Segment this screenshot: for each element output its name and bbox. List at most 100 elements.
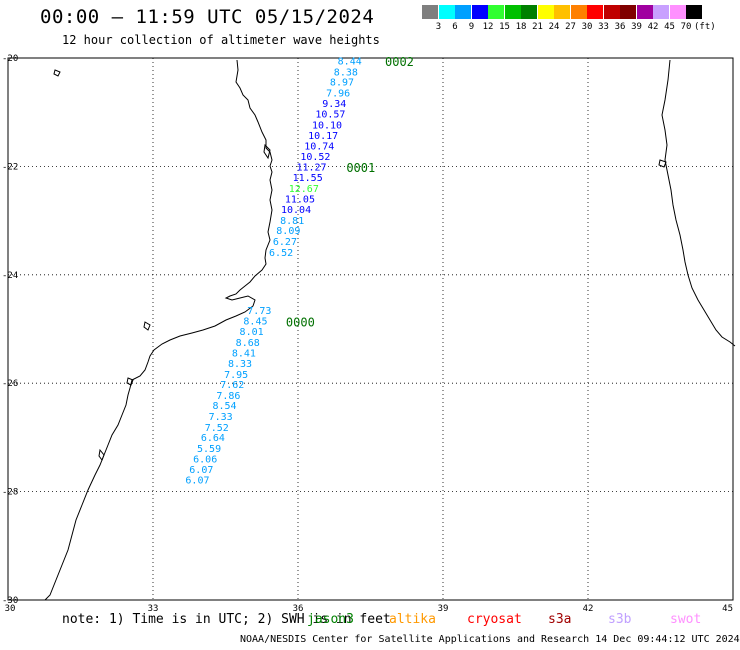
map-frame: [7, 57, 734, 601]
wave-height-value: 10.52: [300, 152, 330, 163]
legend-label: 70: [680, 22, 692, 32]
wave-height-value: 11.05: [285, 195, 315, 206]
wave-height-value: 11.27: [296, 163, 326, 174]
mission-label-altika: altika: [389, 612, 436, 627]
legend-label: 3: [435, 22, 442, 32]
legend-label: 30: [581, 22, 593, 32]
legend-label: 18: [515, 22, 527, 32]
wave-height-value: 5.59: [197, 444, 221, 455]
lon-tick-label: 33: [148, 604, 159, 614]
axis-tick-labels: 30 33 36 39 42 45 -20 -22 -24 -26 -28 -30: [2, 54, 733, 614]
lat-tick-label: -30: [2, 596, 18, 606]
island-madagascar-a: [658, 159, 667, 168]
wave-height-value: 10.57: [315, 110, 345, 121]
legend-swatch: [603, 5, 620, 19]
wave-height-value: 6.06: [193, 454, 217, 465]
legend-swatch: [504, 5, 521, 19]
mission-label-s3a: s3a: [548, 612, 572, 627]
wave-height-value: 11.55: [293, 173, 323, 184]
wave-height-value: 12.67: [289, 184, 319, 195]
legend-swatch: [653, 5, 669, 19]
lon-tick-label: 30: [5, 604, 16, 614]
wave-height-value: 8.68: [236, 338, 260, 349]
legend-swatch: [669, 5, 686, 19]
legend-swatch: [620, 5, 636, 19]
legend-label: 9: [468, 22, 475, 32]
lon-tick-label: 42: [583, 604, 594, 614]
wave-height-value: 8.41: [232, 349, 256, 360]
pass-id-label: 0001: [346, 161, 375, 175]
legend-label: 33: [598, 22, 609, 32]
legend-swatch: [422, 5, 438, 19]
wave-height-value: 6.27: [273, 237, 297, 248]
legend-label: 21: [532, 22, 543, 32]
lon-tick-label: 45: [722, 604, 733, 614]
wave-height-value: 8.38: [334, 67, 358, 78]
wave-height-value: 10.74: [304, 142, 334, 153]
legend-unit: (ft): [694, 22, 716, 32]
legend-label: 6: [452, 22, 458, 32]
lon-tick-label: 36: [293, 604, 304, 614]
wave-height-value: 7.96: [326, 88, 350, 99]
legend-swatch: [537, 5, 554, 19]
wave-height-value: 8.45: [243, 317, 267, 328]
island-north: [53, 69, 61, 77]
page-subtitle: 12 hour collection of altimeter wave hei…: [62, 33, 380, 47]
legend-swatch: [570, 5, 587, 19]
pass-id-label: 0000: [286, 315, 315, 329]
wave-height-value: 8.81: [280, 216, 304, 227]
wave-height-value: 6.52: [269, 248, 293, 259]
legend-swatch: [686, 5, 702, 19]
page-title: 00:00 – 11:59 UTC 05/15/2024: [40, 6, 375, 28]
wave-height-value: 9.34: [322, 99, 346, 110]
mission-label-swot: swot: [670, 612, 702, 627]
wave-height-value: 8.01: [240, 327, 264, 338]
legend-label: 39: [631, 22, 642, 32]
legend-swatch: [587, 5, 603, 19]
island-small-a: [126, 377, 134, 386]
mission-label-jason3: jason3: [307, 612, 354, 627]
legend-label: 27: [565, 22, 576, 32]
legend-swatch: [471, 5, 488, 19]
lat-tick-label: -28: [2, 488, 18, 498]
africa-coastline: [44, 59, 273, 601]
credit-line: NOAA/NESDIS Center for Satellite Applica…: [240, 634, 740, 645]
wave-height-value: 7.73: [247, 306, 271, 317]
pass-labels: 0002 0001 0000: [286, 55, 414, 329]
lat-tick-label: -20: [2, 54, 18, 64]
lat-tick-label: -24: [2, 271, 18, 281]
mission-label-s3b: s3b: [608, 612, 632, 627]
legend-swatch: [488, 5, 504, 19]
wave-height-value: 6.07: [185, 475, 209, 486]
pass-id-label: 0002: [385, 55, 414, 69]
mission-label-cryosat: cryosat: [467, 612, 522, 627]
madagascar-coastline: [661, 59, 736, 347]
island-small-b: [98, 448, 105, 462]
wave-height-value: 7.86: [216, 391, 240, 402]
lat-tick-label: -26: [2, 379, 18, 389]
legend-label: 42: [647, 22, 659, 32]
wave-height-value: 10.17: [308, 131, 338, 142]
wave-height-observations: 8.448.388.977.969.3410.5710.1010.1710.74…: [185, 57, 361, 487]
island-bazaruto: [263, 143, 271, 160]
wave-height-value: 7.62: [220, 380, 244, 391]
legend-label: 36: [614, 22, 626, 32]
wave-height-value: 10.04: [281, 205, 311, 216]
legend-swatch: [554, 5, 570, 19]
legend-label: 24: [548, 22, 560, 32]
legend-swatch: [438, 5, 455, 19]
wave-height-value: 8.44: [338, 57, 362, 68]
legend-swatch: [455, 5, 471, 19]
wave-height-value: 7.33: [209, 412, 233, 423]
wave-height-value: 6.64: [201, 433, 225, 444]
note-text: note: 1) Time is in UTC; 2) SWH is in fe…: [62, 612, 391, 627]
wave-height-value: 6.07: [189, 465, 213, 476]
wave-height-value: 10.10: [312, 120, 342, 131]
legend-label: 45: [664, 22, 675, 32]
island-inhaca: [143, 321, 151, 331]
wave-height-value: 8.09: [276, 226, 300, 237]
lon-tick-label: 39: [438, 604, 449, 614]
lat-lon-grid: [7, 57, 734, 601]
wave-height-value: 8.97: [330, 78, 354, 89]
